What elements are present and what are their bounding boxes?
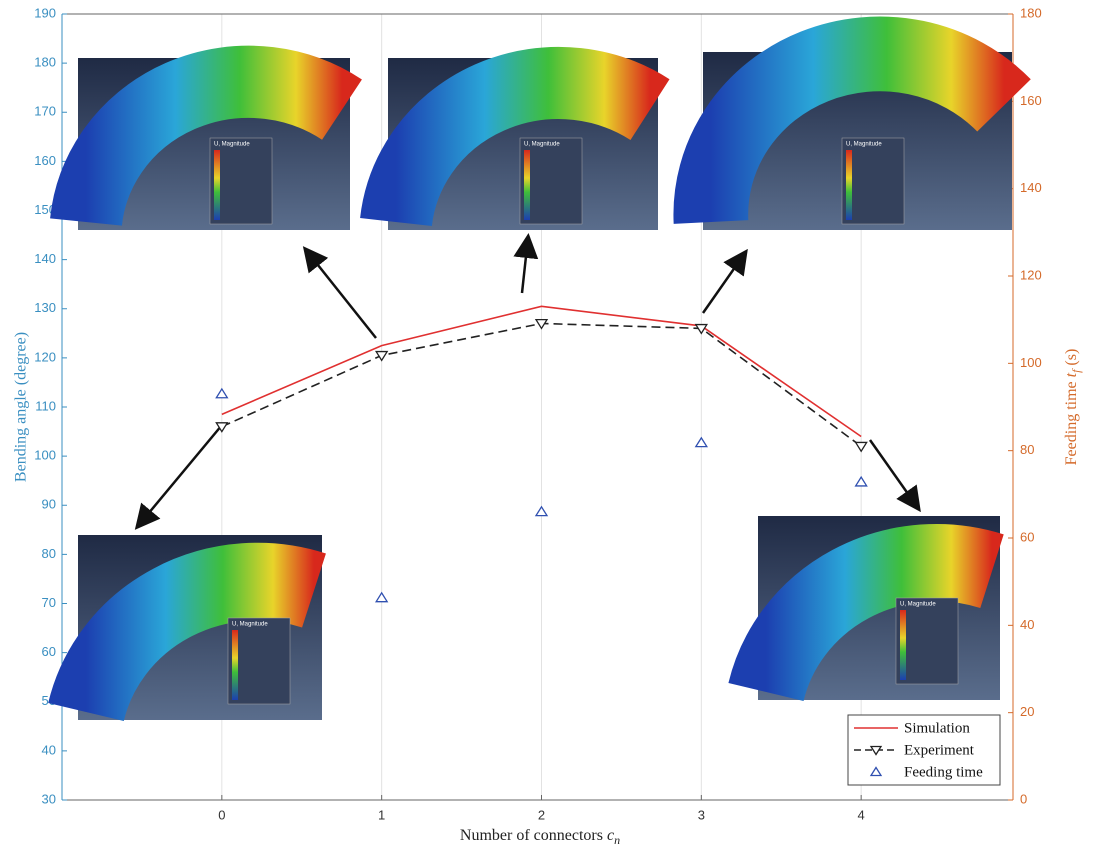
y-tick-label: 110: [35, 398, 56, 413]
legend-label: Experiment: [904, 742, 975, 758]
y2-axis-label-part: (s): [1063, 349, 1080, 366]
x-axis-label-part: n: [614, 833, 620, 847]
y-tick-label: 160: [34, 153, 56, 168]
y2-tick-label: 60: [1020, 529, 1034, 544]
y2-tick-label: 140: [1020, 180, 1042, 195]
inset-label: U, Magnitude: [214, 142, 250, 148]
inset-scale: [232, 630, 238, 700]
y-tick-label: 40: [42, 742, 56, 757]
y-tick-label: 120: [34, 349, 56, 364]
x-axis-label-part: c: [607, 827, 614, 844]
inset-label: U, Magnitude: [846, 142, 882, 148]
x-tick-label: 2: [538, 807, 545, 822]
fea-inset: U, Magnitude: [388, 58, 658, 230]
y-tick-label: 90: [42, 497, 56, 512]
y-tick-label: 70: [42, 595, 56, 610]
y2-axis-label-part: f: [1069, 368, 1083, 373]
fea-inset: U, Magnitude: [703, 52, 1012, 230]
y-tick-label: 140: [34, 251, 56, 266]
marker: [376, 593, 387, 602]
marker: [536, 507, 547, 516]
arrow: [522, 238, 528, 293]
x-tick-label: 1: [378, 807, 385, 822]
inset-label: U, Magnitude: [900, 602, 936, 608]
y2-tick-label: 120: [1020, 267, 1042, 282]
y2-tick-label: 160: [1020, 93, 1042, 108]
y2-axis-label: Feeding time tf (s): [1063, 349, 1085, 466]
y-tick-label: 190: [34, 5, 56, 20]
arrow: [870, 440, 918, 508]
legend-label: Simulation: [904, 720, 970, 736]
fea-inset: U, Magnitude: [78, 535, 322, 720]
marker: [856, 477, 867, 486]
chart: Bending angle (degree) 01234304050607080…: [0, 0, 1096, 857]
y-tick-label: 80: [42, 546, 56, 561]
marker: [696, 438, 707, 447]
x-axis-label-part: Number of connectors: [460, 827, 603, 844]
arrow: [306, 250, 376, 338]
y-tick-label: 100: [34, 448, 56, 463]
arrow: [138, 425, 222, 526]
y-tick-label: 30: [42, 791, 56, 806]
y-axis-label: Bending angle (degree): [13, 332, 30, 482]
y2-tick-label: 180: [1020, 5, 1042, 20]
y2-tick-label: 100: [1020, 355, 1042, 370]
inset-scale: [524, 150, 530, 220]
y2-tick-label: 0: [1020, 791, 1027, 806]
legend-label: Feeding time: [904, 764, 983, 780]
inset-scale: [214, 150, 220, 220]
inset-label: U, Magnitude: [232, 622, 268, 628]
y-tick-label: 60: [42, 644, 56, 659]
x-tick-label: 3: [698, 807, 705, 822]
inset-scale: [900, 610, 906, 680]
y-tick-label: 170: [34, 104, 56, 119]
y2-axis-label-part: Feeding time: [1063, 381, 1080, 465]
arrow: [703, 253, 745, 313]
fea-inset: U, Magnitude: [78, 58, 350, 230]
x-tick-label: 4: [858, 807, 865, 822]
marker: [216, 389, 227, 398]
inset-label: U, Magnitude: [524, 142, 560, 148]
y-tick-label: 130: [34, 300, 56, 315]
y-tick-label: 180: [34, 55, 56, 70]
legend: Simulation Experiment Feeding time: [848, 715, 1000, 785]
x-axis-label: Number of connectors cn: [460, 827, 620, 847]
fea-inset: U, Magnitude: [758, 516, 1000, 700]
y2-tick-label: 40: [1020, 617, 1034, 632]
marker: [376, 352, 387, 361]
marker: [856, 442, 867, 451]
x-tick-label: 0: [218, 807, 225, 822]
inset-scale: [846, 150, 852, 220]
y2-tick-label: 20: [1020, 704, 1034, 719]
y2-tick-label: 80: [1020, 442, 1034, 457]
